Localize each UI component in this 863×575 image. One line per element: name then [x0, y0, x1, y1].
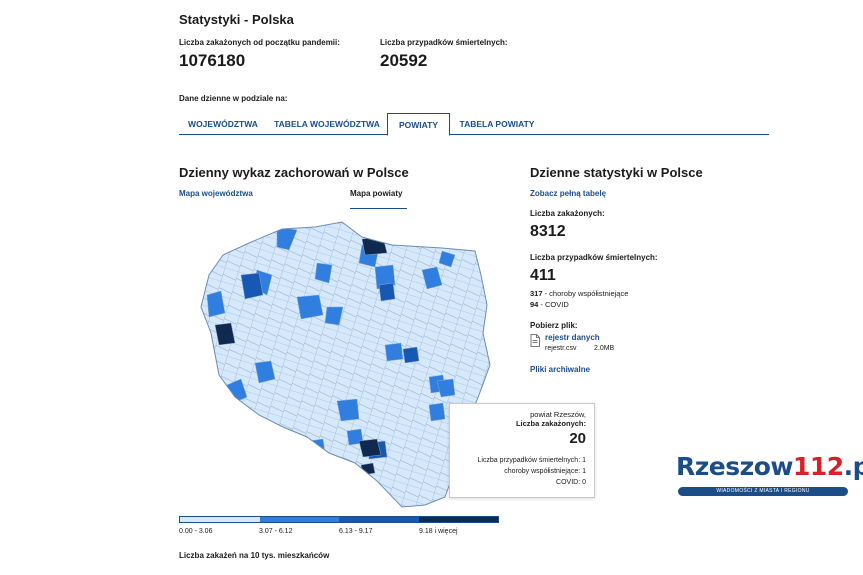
total-deaths-label: Liczba przypadków śmiertelnych:	[380, 38, 508, 47]
county-highlight	[358, 438, 382, 458]
legend-label-1: 0.00 - 3.06	[179, 528, 213, 535]
map-legend-bar	[179, 516, 499, 523]
map-section-title: Dzienny wykaz zachorowań w Polsce	[179, 165, 409, 180]
daily-deaths-value: 411	[530, 267, 556, 284]
daily-deaths-label: Liczba przypadków śmiertelnych:	[530, 253, 658, 262]
file-download-link[interactable]: rejestr danych	[545, 333, 600, 342]
map-tooltip: powiat Rzeszów, Liczba zakażonych: 20 Li…	[449, 403, 595, 498]
tooltip-county: powiat Rzeszów,	[530, 410, 586, 419]
covid-label: - COVID	[538, 300, 569, 309]
total-cases-label: Liczba zakażonych od początku pandemii:	[179, 38, 340, 47]
county-highlight	[378, 282, 396, 302]
covid-line: 94 - COVID	[530, 300, 569, 309]
comorb-value: 317	[530, 289, 543, 298]
county-highlight	[254, 360, 276, 384]
logo-part-112: 112	[792, 452, 844, 481]
tab-tabela-powiaty[interactable]: TABELA POWIATY	[459, 119, 535, 129]
county-highlight	[324, 306, 344, 326]
tooltip-deaths-line: Liczba przypadków śmiertelnych: 1	[477, 457, 586, 464]
legend-swatch-3	[339, 517, 419, 522]
county-highlight	[336, 398, 360, 422]
daily-cases-value: 8312	[530, 223, 566, 240]
logo-part-pl: .pl	[843, 452, 863, 481]
county-highlight	[438, 250, 456, 268]
comorb-line: 317 - choroby współistniejące	[530, 289, 628, 298]
subtab-map-counties[interactable]: Mapa powiaty	[350, 189, 407, 209]
county-highlight	[374, 264, 396, 290]
total-deaths-value: 20592	[380, 51, 428, 70]
county-map-svg[interactable]	[197, 215, 497, 515]
daily-split-label: Dane dzienne w podziale na:	[179, 94, 288, 103]
file-size: 2.0MB	[594, 345, 615, 352]
data-tabs: WOJEWÓDZTWA TABELA WOJEWÓDZTWA POWIATY T…	[179, 113, 769, 136]
total-cases-value: 1076180	[179, 51, 246, 70]
archive-files-link[interactable]: Pliki archiwalne	[530, 365, 591, 374]
logo-wordmark: Rzeszow112.pl	[676, 452, 863, 481]
full-table-link[interactable]: Zobacz pełną tabelę	[530, 189, 607, 198]
tooltip-cases-label: Liczba zakażonych:	[515, 419, 586, 428]
subtab-map-voivodeships[interactable]: Mapa województwa	[179, 189, 253, 198]
poland-border	[200, 221, 491, 508]
logo-part-rzeszow: Rzeszow	[676, 452, 793, 481]
file-icon	[530, 334, 540, 347]
logo-tagline: WIADOMOŚCI Z MIASTA I REGIONU	[678, 487, 848, 496]
tooltip-cases-value: 20	[569, 430, 586, 447]
county-highlight	[421, 266, 443, 290]
tab-tabela-wojewodztwa[interactable]: TABELA WOJEWÓDZTWA	[274, 119, 380, 129]
covid-value: 94	[530, 300, 539, 309]
tab-powiaty[interactable]: POWIATY	[387, 113, 450, 136]
file-name: rejestr.csv	[545, 345, 577, 352]
county-highlight	[276, 226, 298, 251]
legend-swatch-1	[180, 517, 260, 522]
legend-swatch-4	[418, 517, 498, 522]
county-highlight	[314, 262, 333, 284]
tab-wojewodztwa[interactable]: WOJEWÓDZTWA	[188, 119, 258, 129]
county-highlight	[402, 346, 420, 364]
poland-counties-map[interactable]	[197, 215, 497, 515]
county-highlight	[206, 290, 226, 318]
stats-section-title: Dzienne statystyki w Polsce	[530, 165, 703, 180]
comorb-label: - choroby współistniejące	[542, 289, 629, 298]
legend-caption: Liczba zakażeń na 10 tys. mieszkańców	[179, 551, 330, 560]
rzeszow112-logo: Rzeszow112.pl WIADOMOŚCI Z MIASTA I REGI…	[676, 452, 863, 498]
page-title: Statystyki - Polska	[179, 12, 294, 27]
download-label: Pobierz plik:	[530, 321, 578, 330]
legend-label-3: 6.13 - 9.17	[339, 528, 373, 535]
county-highlight	[240, 272, 264, 300]
tooltip-comorb-line: choroby współistniejące: 1	[504, 468, 586, 475]
legend-label-2: 3.07 - 6.12	[259, 528, 293, 535]
county-highlight	[384, 342, 404, 362]
county-highlight	[214, 322, 236, 346]
daily-cases-label: Liczba zakażonych:	[530, 209, 605, 218]
legend-swatch-2	[259, 517, 339, 522]
county-highlight	[296, 294, 324, 320]
county-highlight	[361, 236, 388, 256]
tooltip-covid-line: COVID: 0	[556, 479, 586, 486]
legend-label-4: 9.18 i więcej	[419, 528, 458, 535]
county-highlight	[428, 402, 446, 422]
county-highlight	[308, 438, 326, 456]
county-highlight	[436, 378, 456, 398]
